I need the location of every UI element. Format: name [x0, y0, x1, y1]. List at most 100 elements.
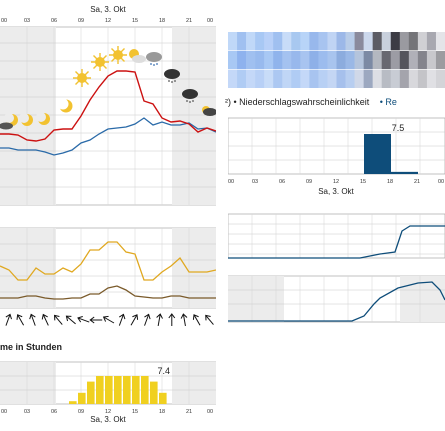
heatmap-cell: [228, 50, 238, 70]
wind-direction-arrows: [5, 313, 214, 326]
grid-lines: [228, 214, 445, 258]
heatmap-cell: [408, 50, 419, 70]
heatmap-cell: [372, 32, 383, 51]
heatmap-cell: [300, 32, 310, 51]
heatmap-cell: [300, 69, 310, 88]
heatmap-cells: [228, 32, 445, 88]
heatmap-cell: [426, 69, 437, 88]
wind-arrow-icon: [130, 314, 139, 326]
wind-arrow-icon: [77, 316, 90, 323]
night-shade-left: [0, 362, 56, 404]
grid-lines: [228, 276, 445, 322]
x-tick-label: 18: [159, 18, 165, 24]
heatmap-cell: [228, 69, 238, 88]
night-shade-right: [172, 228, 216, 308]
precip-bar: [391, 171, 418, 174]
heatmap-cell: [354, 32, 364, 51]
precip-legend: ²) • Niederschlagswahrscheinlichkeit • R…: [225, 97, 397, 107]
wind-arrow-icon: [29, 313, 36, 326]
precipitation-chart: 7.5 00 03 06 09 12 15 18 21 00 Sa, 3. Okt: [228, 117, 445, 196]
x-tick-label: 09: [78, 18, 84, 24]
x-tick-label: 06: [279, 179, 285, 185]
moon-icon: [19, 113, 33, 126]
heatmap-cell: [246, 69, 256, 88]
heatmap-cell: [291, 50, 301, 70]
heatmap-cell: [345, 69, 355, 88]
x-tick-label: 12: [333, 179, 339, 185]
wind-arrow-icon: [5, 313, 12, 326]
cloud-snow-icon: [164, 69, 180, 83]
heatmap-cell: [399, 32, 410, 51]
x-tick-label: 15: [132, 18, 138, 24]
heatmap-cell: [435, 69, 445, 88]
x-tick-label: 00: [207, 18, 213, 24]
heatmap-cell: [282, 32, 292, 51]
wind-arrow-icon: [54, 314, 63, 325]
heatmap-cell: [408, 32, 419, 51]
sunshine-bar: [114, 376, 122, 404]
cloud-cover-heatmap: [228, 32, 445, 88]
heatmap-cell: [372, 50, 383, 70]
cloud-snow-icon: [182, 89, 198, 103]
wind-arrow-icon: [180, 313, 188, 326]
sun-cloud-icon: [129, 49, 146, 63]
precip-amount-chart: [228, 275, 445, 323]
plot-area: [228, 213, 445, 259]
heatmap-cell: [354, 69, 364, 88]
heatmap-cell: [282, 69, 292, 88]
precipitation-bars: [364, 134, 418, 174]
x-tick-label: 03: [252, 179, 258, 185]
heatmap-cell: [363, 69, 373, 88]
day-label: Sa, 3. Okt: [318, 187, 354, 196]
heatmap-cell: [417, 50, 428, 70]
heatmap-cell: [336, 50, 346, 70]
x-tick-label: 21: [186, 409, 192, 415]
heatmap-cell: [237, 32, 247, 51]
wind-arrow-icon: [102, 315, 115, 324]
heatmap-cell: [372, 69, 383, 88]
sunshine-value-label: 7.4: [157, 366, 170, 376]
cloud-icon: [202, 106, 216, 116]
sunshine-chart: 7.4 00 03 06 09 12 15 18 21 00 Sa, 3. Okt: [0, 361, 216, 424]
wind-arrow-icon: [192, 314, 201, 326]
sunshine-bar: [105, 376, 113, 404]
precip-value-label: 7.5: [392, 123, 405, 133]
heatmap-cell: [417, 32, 428, 51]
heatmap-cell: [255, 50, 265, 70]
heatmap-cell: [435, 50, 445, 70]
x-tick-label: 06: [51, 18, 57, 24]
x-tick-label: 21: [186, 18, 192, 24]
x-tick-label: 03: [24, 18, 30, 24]
x-tick-label: 12: [105, 409, 111, 415]
heatmap-cell: [435, 32, 445, 51]
cloud-icon: [0, 122, 13, 130]
heatmap-cell: [264, 69, 274, 88]
heatmap-cell: [300, 50, 310, 70]
heatmap-cell: [336, 69, 346, 88]
wind-gust-line: [0, 241, 216, 281]
sunshine-bar: [78, 392, 86, 404]
wind-speed-line: [0, 285, 216, 300]
heatmap-cell: [390, 69, 401, 88]
heatmap-cell: [255, 69, 265, 88]
sunshine-bar: [150, 381, 158, 404]
heatmap-cell: [246, 50, 256, 70]
moon-icon: [36, 112, 50, 125]
sun-icon: [73, 69, 91, 87]
x-tick-label: 00: [1, 18, 7, 24]
cloud-snow-icon: [146, 52, 162, 66]
heatmap-cell: [309, 50, 319, 70]
wind-arrow-icon: [89, 316, 103, 324]
heatmap-cell: [426, 50, 437, 70]
sunshine-bar: [69, 401, 77, 404]
x-tick-label: 06: [51, 409, 57, 415]
x-tick-label: 03: [24, 409, 30, 415]
sunshine-bar: [87, 381, 95, 404]
day-label: Sa, 3. Okt: [90, 5, 126, 14]
night-shade-right: [172, 27, 216, 205]
x-tick-label: 18: [387, 179, 393, 185]
night-shade-left: [228, 276, 284, 322]
heatmap-cell: [273, 32, 283, 51]
day-label: Sa, 3. Okt: [90, 415, 126, 424]
heatmap-cell: [381, 50, 392, 70]
